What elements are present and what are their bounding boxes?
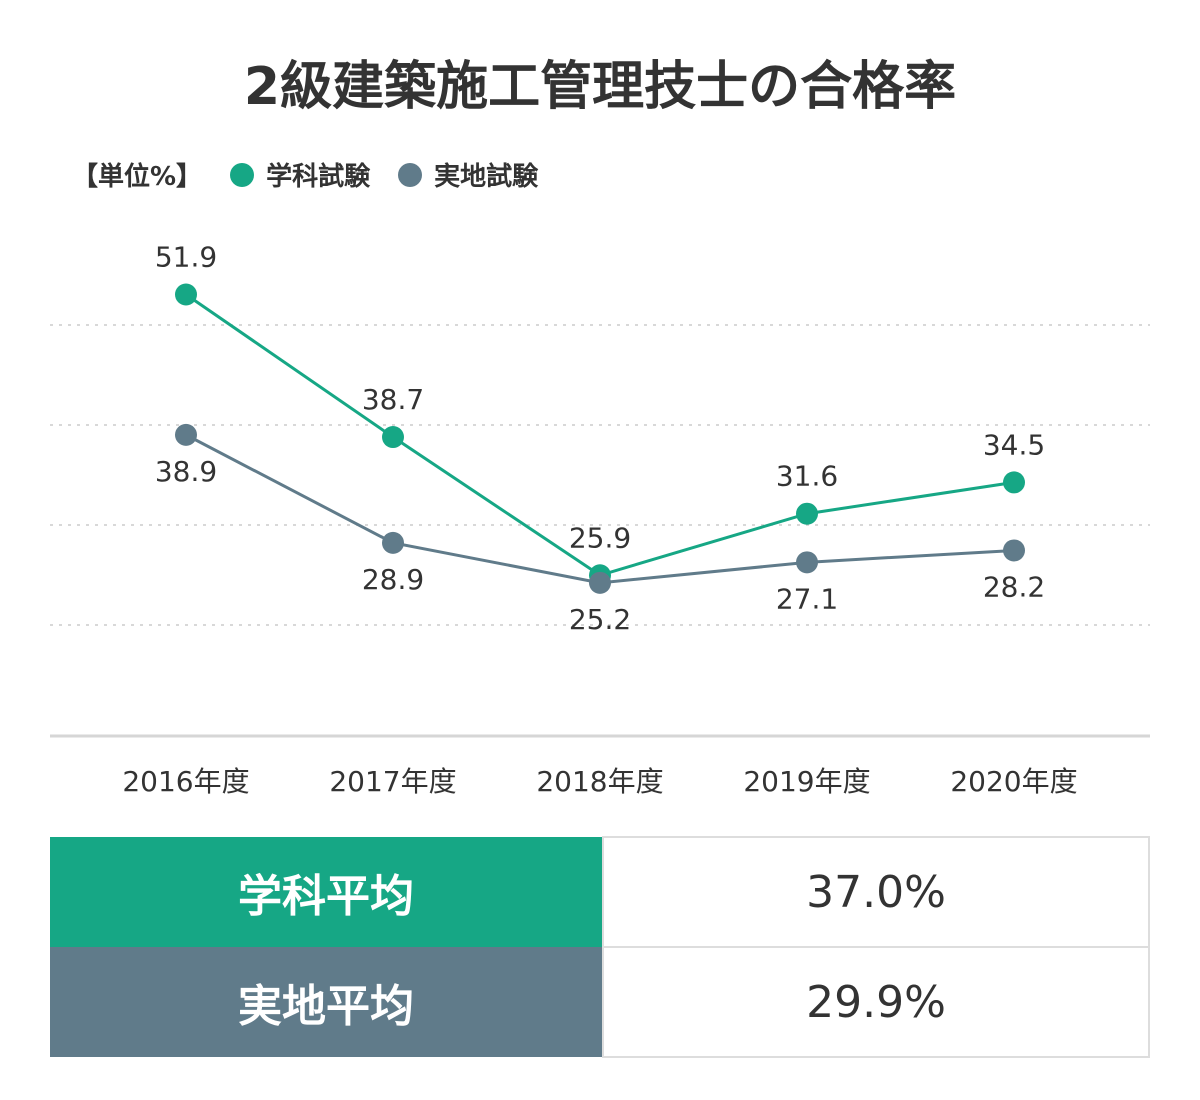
data-point	[382, 531, 404, 554]
x-tick-label: 2016年度	[122, 765, 249, 798]
summary-table: 学科平均 37.0% 実地平均 29.9%	[50, 836, 1150, 1058]
summary-row-jitchi: 実地平均 29.9%	[50, 946, 1150, 1058]
summary-label: 学科平均	[50, 837, 603, 947]
data-label: 28.9	[362, 563, 424, 596]
legend-label-gakka: 学科試験	[266, 162, 371, 192]
data-label: 31.6	[776, 460, 838, 493]
legend: 【単位%】 学科試験 実地試験	[72, 156, 538, 193]
data-point	[1003, 471, 1025, 494]
data-point	[175, 283, 197, 306]
data-point	[1003, 539, 1025, 562]
data-point	[796, 502, 818, 525]
legend-marker-jitchi	[398, 162, 423, 187]
legend-marker-gakka	[230, 162, 255, 187]
data-label: 38.9	[155, 455, 217, 488]
data-point	[589, 571, 611, 594]
summary-value: 29.9%	[602, 946, 1150, 1058]
x-tick-label: 2017年度	[329, 765, 456, 798]
data-label: 27.1	[776, 582, 838, 615]
chart-title: 2級建築施工管理技士の合格率	[243, 57, 957, 117]
summary-label: 実地平均	[50, 947, 603, 1057]
data-label: 51.9	[155, 240, 217, 273]
data-label: 28.2	[983, 570, 1045, 603]
data-label: 34.5	[983, 428, 1045, 461]
series-line	[185, 433, 1015, 585]
data-point	[796, 551, 818, 574]
data-label: 25.9	[569, 521, 631, 554]
unit-label: 【単位%】	[72, 162, 203, 192]
x-tick-label: 2019年度	[743, 765, 870, 798]
data-point	[382, 426, 404, 449]
legend-label-jitchi: 実地試験	[434, 162, 539, 192]
summary-row-gakka: 学科平均 37.0%	[50, 836, 1150, 948]
data-label: 38.7	[362, 383, 424, 416]
summary-value: 37.0%	[602, 836, 1150, 948]
data-point	[175, 423, 197, 446]
x-tick-label: 2018年度	[536, 765, 663, 798]
data-label: 25.2	[569, 603, 631, 636]
x-tick-label: 2020年度	[950, 765, 1077, 798]
line-chart: 2016年度 2017年度 2018年度 2019年度 2020年度 51.9 38.7 25…	[50, 240, 1150, 798]
